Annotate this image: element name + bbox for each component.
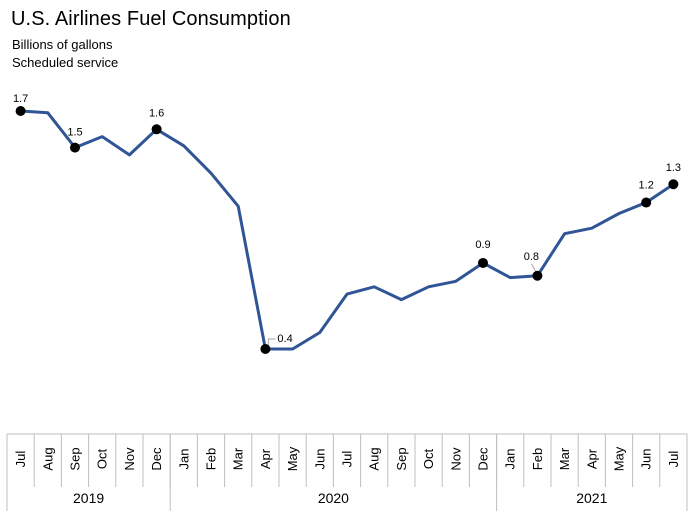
x-tick-label: Dec [149,447,164,471]
x-tick-label: Mar [557,447,572,470]
data-point-marker [668,179,679,190]
x-tick-label: Feb [204,448,219,470]
x-tick-label: Jun [639,449,654,470]
data-point-marker [15,106,26,116]
x-tick-label: Apr [258,448,273,469]
data-label: 0.8 [524,251,539,263]
series-line [19,109,675,351]
x-tick-label: Jan [176,449,191,470]
x-tick-label: May [612,446,627,471]
data-label: 1.3 [666,162,681,174]
data-label: 0.9 [475,239,490,251]
year-label: 2021 [576,490,607,506]
x-tick-label: Sep [68,447,83,470]
data-point-marker [641,197,652,208]
x-tick-label: Nov [448,447,463,471]
x-tick-label: Sep [394,447,409,470]
year-label: 2020 [318,490,349,506]
data-label-leader [267,338,276,345]
data-label: 1.6 [149,107,164,119]
data-point-marker [70,142,80,153]
x-tick-label: Aug [367,447,382,470]
x-tick-label: May [285,446,300,471]
x-tick-label: Jul [666,451,681,468]
data-label: 1.2 [639,180,654,192]
chart-subtitle-scope: Scheduled service [12,55,119,70]
data-label: 1.5 [67,127,82,139]
x-tick-label: Jan [503,449,518,470]
year-label: 2019 [73,490,104,506]
x-tick-label: Oct [95,449,110,470]
x-tick-label: Nov [122,447,137,471]
data-label-leader [530,263,536,272]
x-tick-label: Aug [40,447,55,470]
data-point-marker [260,344,271,354]
x-tick-label: Mar [231,447,246,470]
x-tick-label: Jul [13,451,28,468]
x-tick-label: Jul [340,451,355,468]
x-tick-label: Oct [421,449,436,470]
x-tick-label: Feb [530,448,545,470]
data-label: 0.4 [277,333,292,345]
data-point-marker [151,124,162,135]
data-point-marker [532,270,543,281]
data-label: 1.7 [13,93,28,105]
data-point-marker [478,257,488,268]
x-tick-label: Apr [584,448,599,469]
x-tick-label: Jun [312,449,327,470]
chart-subtitle-units: Billions of gallons [12,37,113,52]
chart-title: U.S. Airlines Fuel Consumption [11,8,291,30]
x-tick-label: Dec [476,447,491,471]
